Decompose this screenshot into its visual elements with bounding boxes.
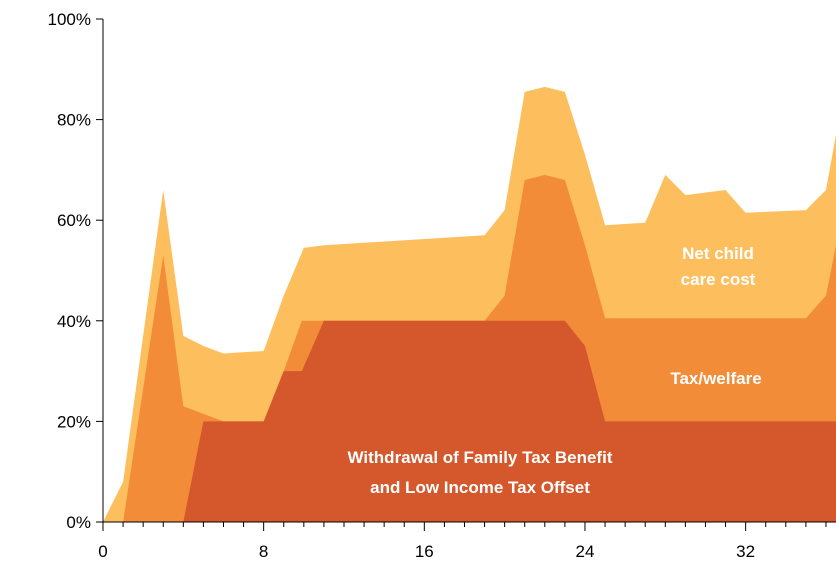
area-labels: Withdrawal of Family Tax Benefit and Low …	[348, 244, 762, 497]
area-label-line: Withdrawal of Family Tax Benefit	[348, 448, 613, 467]
area-label-line: Net child	[682, 244, 754, 263]
y-tick-label: 100%	[48, 10, 91, 29]
y-tick-label: 80%	[57, 111, 91, 130]
chart-axes: 0% 20% 40% 60% 80% 100% 0 8 16 24 32	[48, 10, 836, 561]
y-tick-label: 0%	[66, 513, 91, 532]
x-tick-label: 8	[259, 542, 268, 561]
x-tick-label: 32	[736, 542, 755, 561]
label-net-child-care-cost: Net child care cost	[681, 244, 756, 289]
label-tax-welfare: Tax/welfare	[670, 369, 761, 388]
chart-areas	[103, 86, 836, 523]
area-ftb-withdrawal	[103, 320, 836, 522]
area-label-line: and Low Income Tax Offset	[370, 478, 590, 497]
area-label-line: Tax/welfare	[670, 369, 761, 388]
y-tick-label: 20%	[57, 412, 91, 431]
label-ftb-withdrawal: Withdrawal of Family Tax Benefit and Low …	[348, 448, 613, 497]
x-tick-label: 24	[576, 542, 595, 561]
y-tick-label: 60%	[57, 211, 91, 230]
x-tick-label: 16	[415, 542, 434, 561]
area-label-line: care cost	[681, 270, 756, 289]
x-tick-label: 0	[98, 542, 107, 561]
y-tick-label: 40%	[57, 312, 91, 331]
